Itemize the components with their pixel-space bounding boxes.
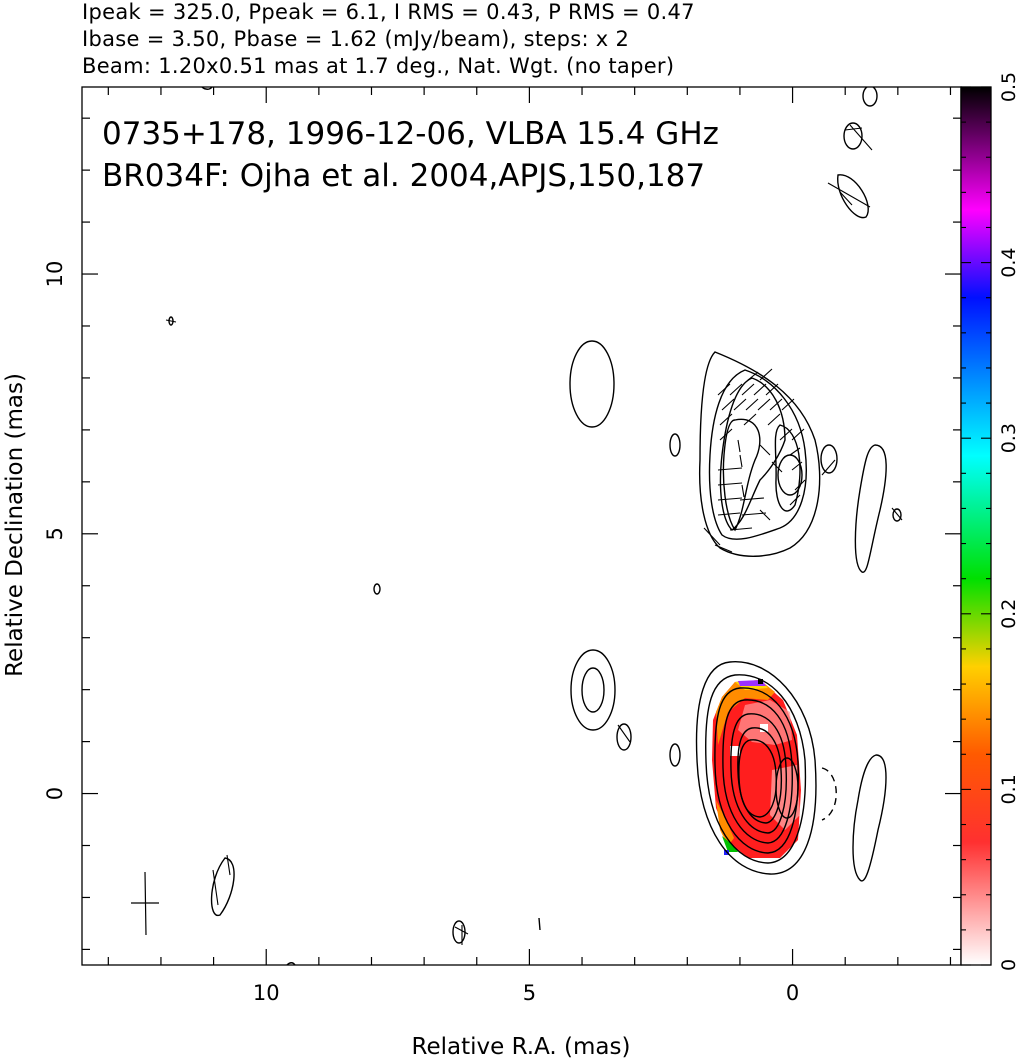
- y-tick-labels: 10 5 0: [43, 261, 67, 801]
- jet-contour: [708, 369, 807, 540]
- isolated-contour: [837, 174, 869, 219]
- colorbar: 0 0.1 0.2 0.3 0.4 0.5: [960, 72, 1020, 971]
- core-peak-contour: [775, 757, 799, 819]
- isolated-contour: [843, 122, 863, 150]
- axis-ticks: [82, 87, 961, 965]
- header-line-1: Ipeak = 325.0, Ppeak = 6.1, I RMS = 0.43…: [82, 0, 695, 24]
- core-contour: [722, 699, 793, 844]
- y-tick-label: 0: [43, 787, 67, 800]
- jet-contour: [777, 454, 803, 496]
- header-line-2: Ibase = 3.50, Pbase = 1.62 (mJy/beam), s…: [82, 27, 630, 51]
- isolated-contour: [820, 444, 838, 474]
- isolated-contour: [286, 962, 296, 965]
- isolated-contour: [669, 743, 681, 767]
- jet-contour: [698, 351, 821, 557]
- jet-contour: [774, 424, 801, 512]
- header-line-3: Beam: 1.20x0.51 mas at 1.7 deg., Nat. Wg…: [82, 54, 675, 78]
- isolated-contour: [669, 433, 681, 457]
- isolated-contour: [201, 87, 213, 90]
- source-annotation: 0735+178, 1996-12-06, VLBA 15.4 GHz: [102, 116, 719, 152]
- colorbar-tick-label: 0.5: [998, 72, 1020, 102]
- reference-annotation: BR034F: Ojha et al. 2004,APJS,150,187: [102, 158, 705, 194]
- colorbar-tick-label: 0.3: [998, 423, 1020, 453]
- y-tick-label: 5: [43, 527, 67, 540]
- core-contour: [705, 674, 807, 864]
- y-axis-label: Relative Declination (mas): [2, 373, 28, 677]
- isolated-contour: [538, 917, 541, 931]
- isolated-contour: [852, 754, 887, 882]
- jet-contour: [722, 418, 761, 532]
- core-contour: [730, 713, 788, 834]
- x-tick-label: 10: [253, 981, 280, 1005]
- x-tick-labels: 10 5 0: [253, 981, 799, 1005]
- core-contour: [737, 727, 783, 824]
- polarization-vectors: [165, 124, 903, 945]
- core-contour: [714, 687, 799, 854]
- y-tick-label: 10: [43, 261, 67, 288]
- isolated-contour: [854, 444, 887, 573]
- negative-contour: [821, 767, 837, 821]
- colorbar-tick-label: 0.2: [998, 599, 1020, 629]
- core-contour: [695, 661, 817, 875]
- polarization-color-layer: [712, 679, 801, 858]
- isolated-contour: [862, 87, 878, 107]
- x-axis-label: Relative R.A. (mas): [412, 1034, 631, 1060]
- core-contour: [738, 739, 777, 818]
- colorbar-gradient: [960, 86, 992, 966]
- colorbar-tick-label: 0: [998, 959, 1020, 971]
- isolated-contour: [616, 723, 632, 751]
- isolated-contour: [570, 649, 616, 731]
- x-tick-label: 0: [786, 981, 799, 1005]
- x-tick-label: 5: [523, 981, 536, 1005]
- isolated-contour: [892, 508, 902, 522]
- isolated-contour: [581, 667, 605, 713]
- plot-frame: [81, 86, 962, 966]
- isolated-contour: [373, 583, 381, 595]
- beam-marker: [131, 871, 159, 936]
- isolated-contour: [569, 340, 615, 428]
- colorbar-tick-label: 0.1: [998, 774, 1020, 804]
- colorbar-tick-label: 0.4: [998, 247, 1020, 277]
